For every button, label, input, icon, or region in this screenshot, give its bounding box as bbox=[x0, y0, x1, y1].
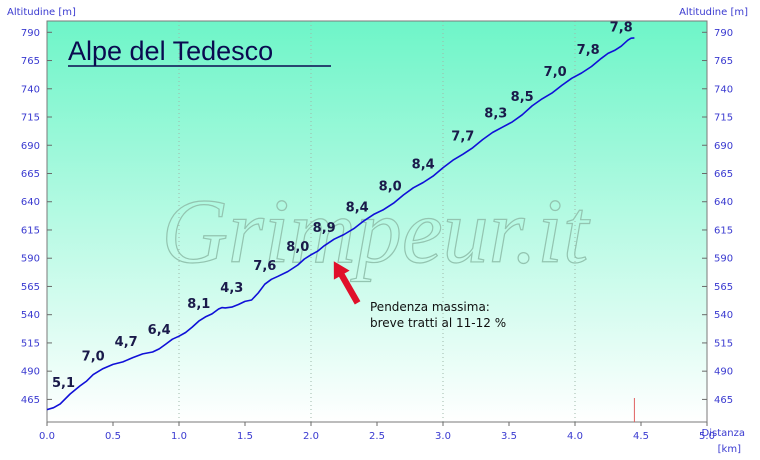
y-tick-label-left: 665 bbox=[21, 169, 40, 180]
x-tick-label: 2.0 bbox=[303, 431, 319, 442]
annotation-line-1: Pendenza massima: bbox=[370, 300, 490, 314]
y-tick-label-right: 490 bbox=[714, 367, 733, 378]
arrow-icon bbox=[333, 261, 361, 305]
y-tick-label-left: 765 bbox=[21, 56, 40, 67]
y-axis-right-title: Altitudine [m] bbox=[679, 7, 748, 18]
y-tick-label-left: 565 bbox=[21, 282, 40, 293]
segment-label: 5,1 bbox=[52, 376, 75, 391]
segment-label: 7,0 bbox=[544, 65, 567, 80]
y-tick-label-left: 615 bbox=[21, 225, 40, 236]
y-tick-label-left: 540 bbox=[21, 310, 40, 321]
segment-label: 7,8 bbox=[610, 20, 633, 35]
segment-label: 8,0 bbox=[286, 240, 309, 255]
segment-label: 8,5 bbox=[511, 90, 534, 105]
y-tick-label-left: 790 bbox=[21, 28, 40, 39]
y-axis-right: 465 490 515 540 565 590 615 640 665 690 715 740 765 7… bbox=[702, 28, 733, 406]
y-tick-label-right: 540 bbox=[714, 310, 733, 321]
y-tick-label-left: 590 bbox=[21, 254, 40, 265]
x-tick-label: 3.5 bbox=[501, 431, 517, 442]
y-tick-label-right: 715 bbox=[714, 113, 733, 124]
y-tick-label-right: 790 bbox=[714, 28, 733, 39]
segment-label: 8,4 bbox=[346, 200, 369, 215]
x-axis-unit: [km] bbox=[718, 444, 741, 455]
segment-label: 8,3 bbox=[484, 106, 507, 121]
y-tick-label-left: 740 bbox=[21, 84, 40, 95]
y-tick-label-left: 640 bbox=[21, 197, 40, 208]
y-tick-label-right: 640 bbox=[714, 197, 733, 208]
y-tick-label-left: 490 bbox=[21, 367, 40, 378]
y-tick-label-right: 515 bbox=[714, 338, 733, 349]
x-tick-label: 4.0 bbox=[567, 431, 583, 442]
y-tick-label-left: 690 bbox=[21, 141, 40, 152]
segment-label: 7,8 bbox=[577, 43, 600, 58]
x-tick-label: 1.5 bbox=[237, 431, 253, 442]
y-tick-label-left: 715 bbox=[21, 113, 40, 124]
segment-label: 7,0 bbox=[82, 350, 105, 365]
x-axis: 0.0 0.5 1.0 1.5 2.0 2.5 3.0 3.5 4.0 4.5 5.0 bbox=[39, 422, 715, 442]
y-tick-label-right: 765 bbox=[714, 56, 733, 67]
segment-label: 4,7 bbox=[115, 335, 138, 350]
y-axis-left-title: Altitudine [m] bbox=[7, 7, 76, 18]
elevation-line bbox=[46, 37, 635, 411]
chart-title: Alpe del Tedesco bbox=[68, 36, 273, 66]
x-tick-label: 0.5 bbox=[105, 431, 121, 442]
annotation-line-2: breve tratti al 11-12 % bbox=[370, 316, 506, 330]
y-tick-label-left: 465 bbox=[21, 395, 40, 406]
segment-label: 8,4 bbox=[412, 158, 435, 173]
x-tick-label: 3.0 bbox=[435, 431, 451, 442]
y-tick-label-right: 665 bbox=[714, 169, 733, 180]
grid-lines bbox=[178, 21, 576, 422]
x-tick-label: 0.0 bbox=[39, 431, 55, 442]
segment-label: 8,1 bbox=[187, 297, 210, 312]
y-tick-label-right: 590 bbox=[714, 254, 733, 265]
x-tick-label: 4.5 bbox=[633, 431, 649, 442]
segment-label: 7,6 bbox=[253, 259, 276, 274]
x-axis-title: Distanza bbox=[702, 428, 745, 439]
x-tick-label: 2.5 bbox=[369, 431, 385, 442]
plot-background bbox=[47, 21, 707, 422]
x-tick-label: 5.0 bbox=[699, 431, 715, 442]
y-tick-label-right: 565 bbox=[714, 282, 733, 293]
y-axis-left: 465 490 515 540 565 590 615 640 665 690 715 740 765 7… bbox=[21, 28, 52, 406]
y-tick-label-right: 615 bbox=[714, 225, 733, 236]
annotation: Pendenza massima: breve tratti al 11-12 … bbox=[333, 261, 506, 330]
y-tick-label-left: 515 bbox=[21, 338, 40, 349]
y-tick-label-right: 690 bbox=[714, 141, 733, 152]
y-tick-label-right: 740 bbox=[714, 84, 733, 95]
x-tick-label: 1.0 bbox=[171, 431, 187, 442]
gradient-labels: 5,1 7,0 4,7 6,4 8,1 4,3 7,6 8,0 8,9 8,4 8,0 8,4 7,7 8… bbox=[52, 20, 633, 391]
segment-label: 8,0 bbox=[379, 180, 402, 195]
segment-label: 4,3 bbox=[220, 281, 243, 296]
segment-label: 6,4 bbox=[148, 323, 171, 338]
segment-label: 7,7 bbox=[451, 129, 474, 144]
segment-label: 8,9 bbox=[313, 221, 336, 236]
y-tick-label-right: 465 bbox=[714, 395, 733, 406]
watermark: Grimpeur.it bbox=[162, 180, 591, 282]
